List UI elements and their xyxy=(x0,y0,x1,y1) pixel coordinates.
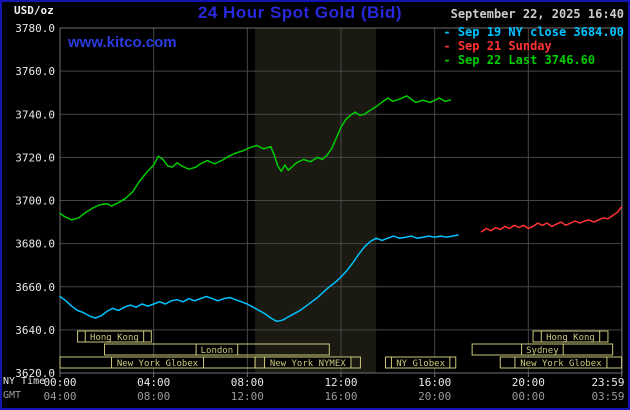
legend-item: - Sep 19 NY close 3684.00 xyxy=(443,25,624,39)
y-tick-label: 3620.0 xyxy=(15,367,55,380)
session-label: New York NYMEX xyxy=(270,359,346,369)
session-label-box xyxy=(521,343,564,356)
series-line-sep-19-ny-close xyxy=(59,234,459,323)
x-tick-label-ny: 12:00 xyxy=(324,376,357,389)
x-tick-label-ny: 20:00 xyxy=(512,376,545,389)
x-tick-label-ny: 04:00 xyxy=(137,376,170,389)
session-label-box xyxy=(84,330,145,343)
x-tick-label-gmt: 03:59 xyxy=(591,390,624,403)
y-tick-label: 3700.0 xyxy=(15,195,55,208)
ny-time-axis-label: NY Time xyxy=(3,376,46,387)
session-label: Hong Kong xyxy=(546,333,595,343)
gmt-axis-label: GMT xyxy=(3,390,22,401)
x-tick-label-ny: 00:00 xyxy=(43,376,76,389)
x-tick-label-gmt: 20:00 xyxy=(418,390,451,403)
kitco-watermark-link[interactable]: www.kitco.com xyxy=(68,34,177,51)
units-label: USD/oz xyxy=(14,4,54,17)
y-tick-label: 3680.0 xyxy=(15,238,55,251)
session-label-box xyxy=(514,356,608,369)
x-tick-label-gmt: 16:00 xyxy=(324,390,357,403)
y-tick-label: 3640.0 xyxy=(15,324,55,337)
session-label: New York Globex xyxy=(117,359,199,369)
session-label-box xyxy=(264,356,352,369)
session-label-box xyxy=(540,330,601,343)
session-label-box xyxy=(111,356,205,369)
x-tick-label-ny: 16:00 xyxy=(418,376,451,389)
y-tick-label: 3780.0 xyxy=(15,22,55,35)
legend-item: - Sep 21 Sunday xyxy=(443,39,552,53)
series-line-sep-21-sunday xyxy=(480,206,623,233)
session-label: London xyxy=(201,346,234,356)
x-tick-label-gmt: 08:00 xyxy=(137,390,170,403)
session-label: NY Globex xyxy=(396,359,445,369)
x-tick-label-gmt: 12:00 xyxy=(231,390,264,403)
legend: - Sep 19 NY close 3684.00- Sep 21 Sunday… xyxy=(443,25,624,67)
chart-title: 24 Hour Spot Gold (Bid) xyxy=(197,3,403,22)
datetime-label: September 22, 2025 16:40 xyxy=(450,7,624,21)
x-tick-label-ny: 08:00 xyxy=(231,376,264,389)
session-label-box xyxy=(390,356,451,369)
x-tick-label-gmt: 00:00 xyxy=(512,390,545,403)
y-tick-label: 3720.0 xyxy=(15,151,55,164)
session-label: Sydney xyxy=(526,346,559,356)
x-tick-label-ny: 23:59 xyxy=(591,376,624,389)
y-tick-label: 3760.0 xyxy=(15,65,55,78)
session-label-box xyxy=(195,343,239,356)
y-tick-label: 3660.0 xyxy=(15,281,55,294)
y-tick-label: 3740.0 xyxy=(15,108,55,121)
x-tick-label-gmt: 04:00 xyxy=(43,390,76,403)
series-line-sep-22-last xyxy=(59,95,452,221)
session-label: New York Globex xyxy=(520,359,602,369)
legend-item: - Sep 22 Last 3746.60 xyxy=(443,53,596,67)
session-label: Hong Kong xyxy=(90,333,139,343)
